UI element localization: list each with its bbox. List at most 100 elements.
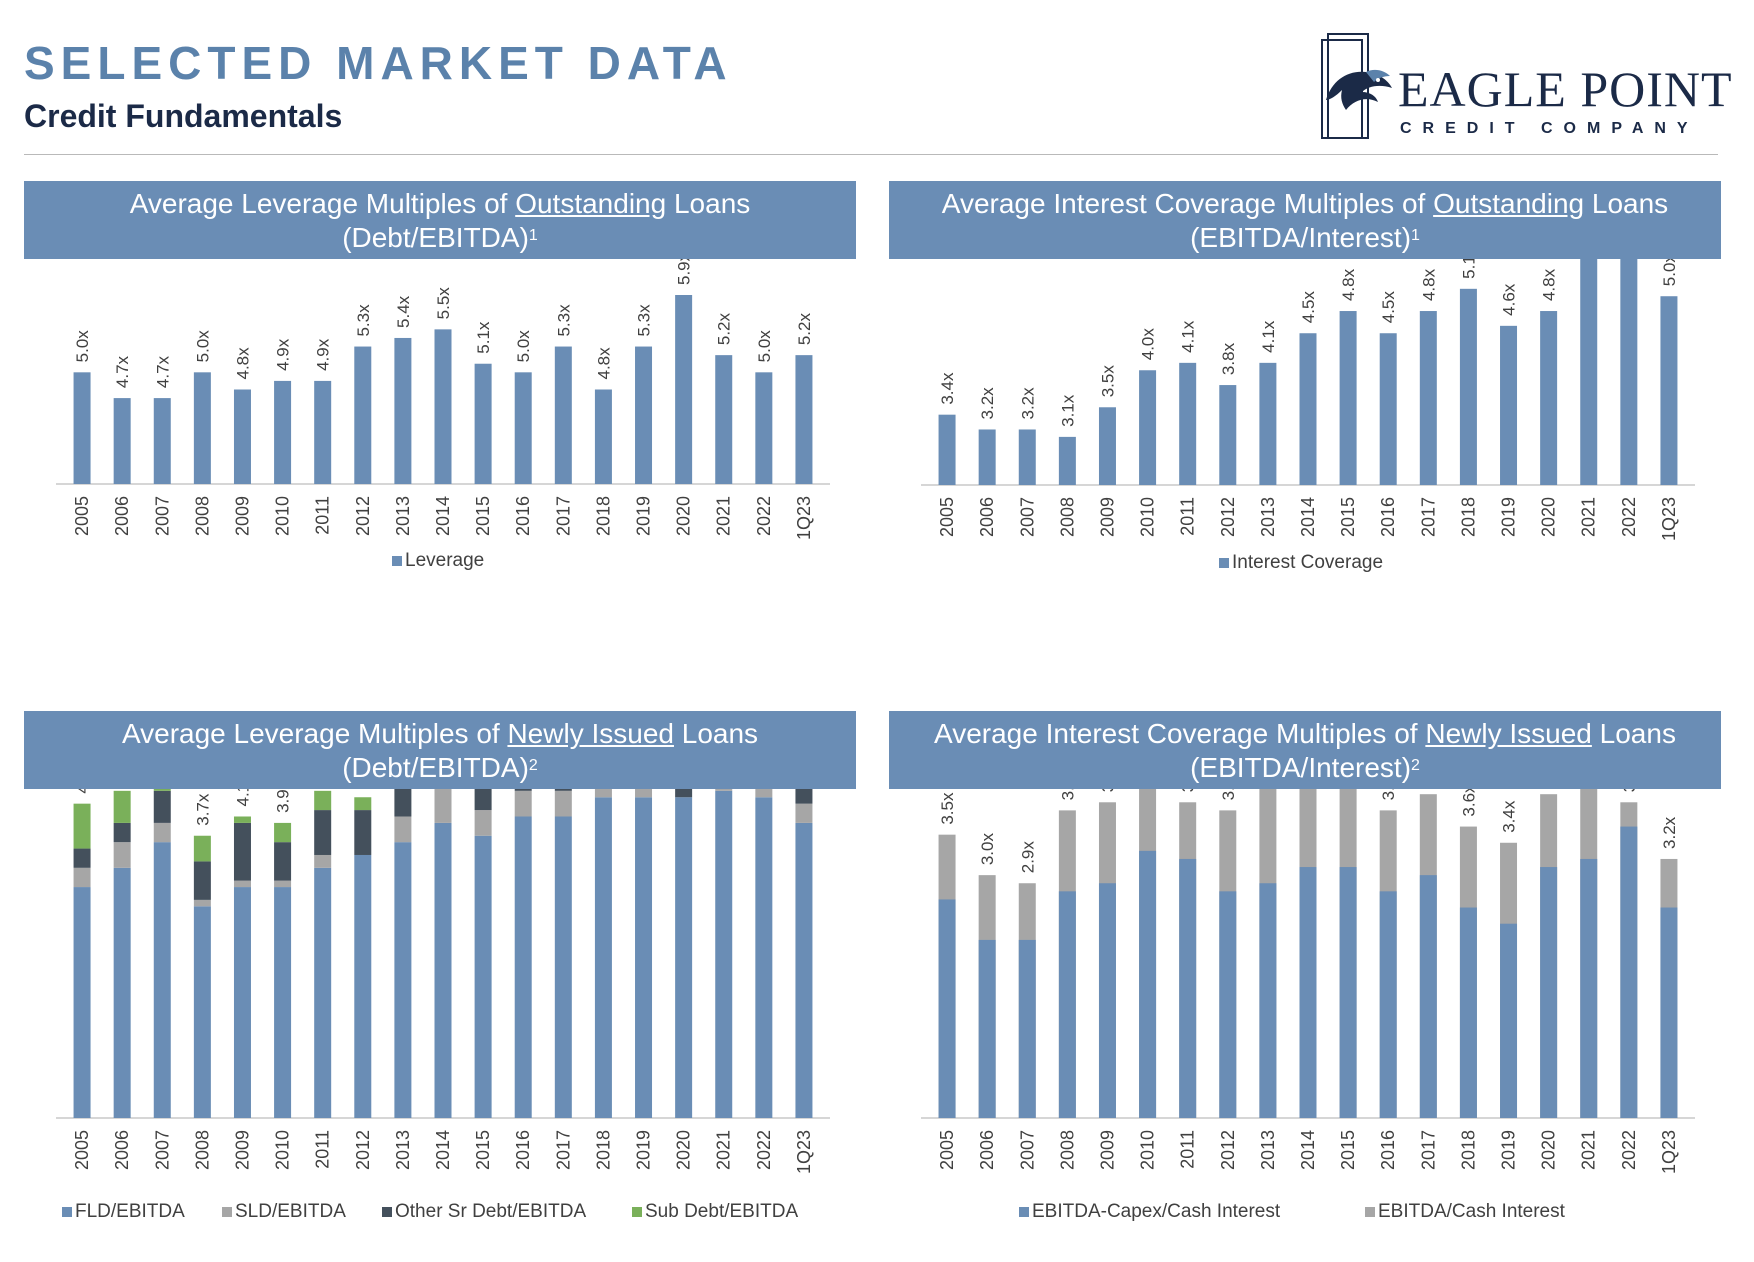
x-tick-label: 2009 bbox=[232, 1130, 252, 1170]
bar bbox=[1339, 311, 1357, 485]
footnote-marker: 1 bbox=[1411, 227, 1420, 244]
data-label: 5.5x bbox=[434, 287, 453, 320]
x-tick-label: 2017 bbox=[1418, 1130, 1438, 1170]
data-label: 5.2x bbox=[795, 313, 814, 346]
bar-segment-1 bbox=[675, 797, 693, 1118]
company-logo: EAGLE POINT CREDIT COMPANY bbox=[1318, 30, 1732, 146]
bar-segment-2 bbox=[113, 842, 131, 868]
data-label: 3.2x bbox=[1660, 816, 1679, 849]
x-tick-label: 2014 bbox=[433, 1130, 453, 1170]
x-tick-label: 2020 bbox=[674, 496, 694, 536]
data-label: 4.8x bbox=[233, 347, 252, 380]
data-label: 2.9x bbox=[1018, 841, 1037, 874]
legend-label: EBITDA/Cash Interest bbox=[1378, 1201, 1566, 1222]
bar-ebitda-capex bbox=[1259, 883, 1277, 1118]
bar-segment-4 bbox=[113, 790, 131, 823]
x-tick-label: 2018 bbox=[593, 496, 613, 536]
data-label: 4.8x bbox=[1540, 268, 1559, 301]
panel-outstanding-leverage: Average Leverage Multiples of Outstandin… bbox=[24, 181, 856, 701]
x-tick-label: 2022 bbox=[1619, 497, 1639, 537]
chart-title-text: Average Leverage Multiples of bbox=[121, 718, 508, 749]
x-tick-label: 2005 bbox=[937, 1130, 957, 1170]
bar-segment-1 bbox=[434, 822, 452, 1118]
bar-segment-2 bbox=[274, 880, 292, 888]
bar bbox=[233, 389, 251, 484]
x-tick-label: 2011 bbox=[313, 1130, 333, 1169]
x-tick-label: 2018 bbox=[1458, 1130, 1478, 1170]
bar bbox=[1620, 259, 1638, 485]
data-label: 5.1x bbox=[1459, 259, 1478, 279]
data-label: 3.6x bbox=[1459, 789, 1478, 817]
data-label: 3.8x bbox=[1058, 789, 1077, 800]
bar bbox=[153, 398, 171, 484]
bar bbox=[1580, 259, 1598, 485]
bar-segment-2 bbox=[554, 790, 572, 817]
eagle-logo-icon bbox=[1321, 33, 1392, 139]
x-tick-label: 2007 bbox=[152, 1130, 172, 1170]
data-label: 4.8x bbox=[1339, 268, 1358, 301]
bar bbox=[1259, 362, 1277, 485]
data-label: 5.3x bbox=[354, 304, 373, 337]
logo-tagline: CREDIT COMPANY bbox=[1400, 120, 1699, 137]
leverage-bar-chart: 5.0x 2005 4.7x 2006 4.7x 2007 5.0x 2008 4.8x 2009… bbox=[56, 259, 830, 571]
x-tick-label: 2012 bbox=[1218, 497, 1238, 537]
data-label: 4.8x bbox=[594, 347, 613, 380]
legend-label: FLD/EBITDA bbox=[75, 1201, 185, 1222]
bar-ebitda-capex bbox=[1299, 867, 1317, 1118]
data-label: 5.0x bbox=[755, 330, 774, 363]
x-tick-label: 2016 bbox=[1378, 1130, 1398, 1170]
bar-segment-3 bbox=[193, 861, 211, 900]
chart-title-text: Average Interest Coverage Multiples of bbox=[941, 188, 1434, 219]
bar-segment-1 bbox=[73, 887, 91, 1118]
chart-title-text: Loans bbox=[673, 718, 759, 749]
legend-swatch bbox=[632, 1207, 642, 1217]
bar bbox=[1419, 311, 1437, 485]
x-tick-label: 1Q23 bbox=[794, 496, 814, 540]
x-tick-label: 2015 bbox=[1338, 1130, 1358, 1170]
x-tick-label: 2014 bbox=[1298, 1130, 1318, 1170]
bar-segment-4 bbox=[314, 790, 332, 811]
data-label: 3.9x bbox=[274, 789, 293, 813]
bar-segment-1 bbox=[354, 854, 372, 1118]
x-tick-label: 2011 bbox=[1178, 497, 1198, 536]
x-tick-label: 1Q23 bbox=[1659, 497, 1679, 541]
bar-segment-1 bbox=[795, 822, 813, 1118]
bar bbox=[1139, 370, 1157, 485]
bar-ebitda-capex bbox=[1419, 875, 1437, 1118]
bar-segment-3 bbox=[274, 842, 292, 881]
x-tick-label: 2013 bbox=[1258, 497, 1278, 537]
bar-ebitda-capex bbox=[1058, 891, 1076, 1118]
x-tick-label: 2008 bbox=[1057, 497, 1077, 537]
legend-swatch bbox=[1219, 558, 1229, 568]
bar-segment-3 bbox=[73, 848, 91, 868]
data-label: 4.5x bbox=[1299, 291, 1318, 324]
data-label: 3.8x bbox=[1379, 789, 1398, 800]
data-label: 3.5x bbox=[938, 792, 957, 825]
bar-segment-3 bbox=[153, 790, 171, 823]
legend-label: Sub Debt/EBITDA bbox=[645, 1201, 798, 1222]
chart-title-underlined: Outstanding bbox=[1433, 188, 1585, 219]
data-label: 4.7x bbox=[153, 355, 172, 388]
bar-segment-2 bbox=[314, 854, 332, 868]
x-tick-label: 2013 bbox=[393, 1130, 413, 1170]
logo-name: EAGLE POINT bbox=[1398, 61, 1733, 117]
bar-ebitda-capex bbox=[1500, 923, 1518, 1118]
bar-ebitda-capex bbox=[1459, 907, 1477, 1118]
bar-ebitda-capex bbox=[978, 939, 996, 1118]
footnote-marker: 1 bbox=[528, 227, 538, 244]
bar-segment-4 bbox=[354, 797, 372, 811]
chart-title-line2: (Debt/EBITDA) bbox=[342, 222, 529, 253]
chart-title: Average Leverage Multiples of Outstandin… bbox=[24, 181, 856, 259]
bar-segment-3 bbox=[675, 789, 693, 798]
bar bbox=[1179, 362, 1197, 485]
bar-segment-1 bbox=[715, 790, 733, 1118]
bar-segment-2 bbox=[394, 816, 412, 843]
data-label: 4.1x bbox=[1259, 320, 1278, 353]
bar-segment-2 bbox=[635, 789, 653, 798]
legend-label: Interest Coverage bbox=[1232, 552, 1383, 573]
data-label: 4.9x bbox=[314, 338, 333, 371]
data-label: 4.3x bbox=[73, 789, 92, 794]
x-tick-label: 2022 bbox=[754, 1130, 774, 1170]
x-tick-label: 2015 bbox=[473, 496, 493, 536]
bar-segment-3 bbox=[113, 822, 131, 843]
